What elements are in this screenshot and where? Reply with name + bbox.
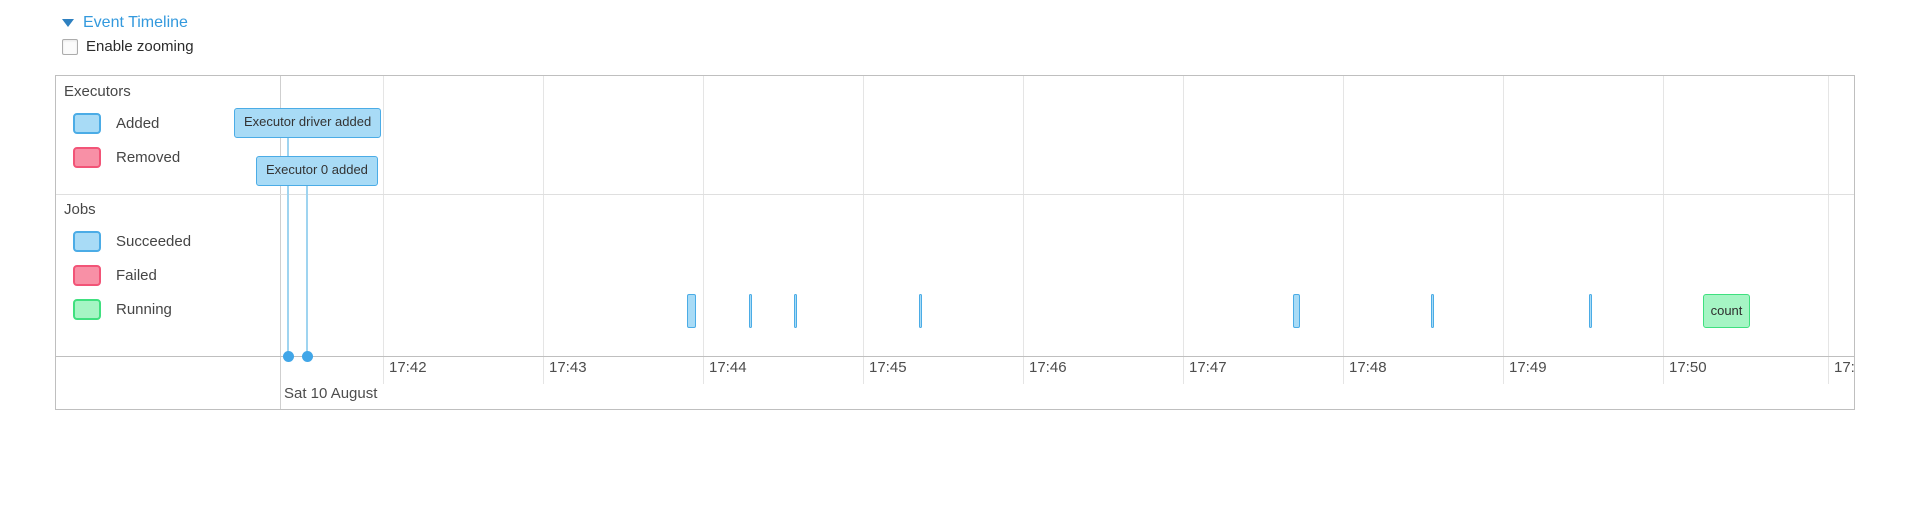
- gridline: [1828, 76, 1829, 384]
- job-item-succeeded[interactable]: [1293, 294, 1300, 328]
- axis-tick-label: 17:50: [1669, 359, 1707, 376]
- legend-item: Succeeded: [56, 224, 280, 258]
- gridline: [1343, 76, 1344, 384]
- axis-tick-label: 17:45: [869, 359, 907, 376]
- event-timeline-header: Event Timeline: [62, 14, 188, 32]
- executor-event-line: [306, 184, 308, 356]
- executor-event-dot: [302, 351, 313, 362]
- enable-zooming-row: Enable zooming: [62, 38, 194, 55]
- legend-label: Running: [116, 300, 172, 318]
- legend-swatch-failed: [73, 264, 101, 286]
- axis-tick-label: 17:46: [1029, 359, 1067, 376]
- axis-tick-label: 17:48: [1349, 359, 1387, 376]
- enable-zooming-checkbox[interactable]: [62, 38, 78, 55]
- gridline: [543, 76, 544, 384]
- gridline: [863, 76, 864, 384]
- legend-label: Removed: [116, 148, 181, 166]
- timeline-container: 17:42 17:43 17:44 17:45 17:46 17:47 17:48 17:49…: [55, 75, 1855, 410]
- gridline: [1663, 76, 1664, 384]
- executor-event-box[interactable]: Executor driver added: [234, 108, 382, 138]
- legend-item: Running: [56, 292, 280, 326]
- legend-item: Added: [56, 106, 280, 140]
- axis-tick-label: 17:44: [709, 359, 747, 376]
- axis-tick-label: 17:47: [1189, 359, 1227, 376]
- legend-label: Added: [116, 114, 160, 132]
- enable-zooming-label: Enable zooming: [86, 38, 194, 55]
- collapse-caret-icon[interactable]: [62, 19, 74, 27]
- lane-divider: [56, 194, 1854, 195]
- legend-group-executors: Executors Added Removed: [56, 76, 280, 194]
- job-item-succeeded[interactable]: [794, 294, 797, 328]
- legend-label: Succeeded: [116, 232, 192, 250]
- group-title: Executors: [64, 83, 131, 100]
- legend-item: Failed: [56, 258, 280, 292]
- axis-tick-label: 17:42: [389, 359, 427, 376]
- job-item-succeeded[interactable]: [919, 294, 922, 328]
- axis-major-label: Sat 10 August: [284, 385, 378, 402]
- gridline: [383, 76, 384, 384]
- gridline: [703, 76, 704, 384]
- gridline: [1023, 76, 1024, 384]
- gridline: [1503, 76, 1504, 384]
- legend-item: Removed: [56, 140, 280, 174]
- job-item-succeeded[interactable]: [1589, 294, 1592, 328]
- axis-tick-label: 17:43: [549, 359, 587, 376]
- job-item-running[interactable]: count: [1703, 294, 1750, 328]
- legend-label: Failed: [116, 266, 157, 284]
- executor-event-box[interactable]: Executor 0 added: [256, 156, 378, 186]
- legend-swatch-added: [73, 112, 101, 134]
- group-title: Jobs: [64, 201, 96, 218]
- event-timeline-toggle[interactable]: Event Timeline: [83, 14, 188, 31]
- axis-tick-label: 17:51: [1834, 359, 1855, 376]
- time-axis-line: [56, 356, 1854, 357]
- legend-swatch-running: [73, 298, 101, 320]
- job-item-succeeded[interactable]: [749, 294, 752, 328]
- executor-event-line: [287, 136, 289, 356]
- gridline: [1183, 76, 1184, 384]
- job-item-succeeded[interactable]: [687, 294, 696, 328]
- axis-tick-label: 17:49: [1509, 359, 1547, 376]
- legend-group-jobs: Jobs Succeeded Failed Running: [56, 194, 280, 326]
- legend-swatch-removed: [73, 146, 101, 168]
- executor-event-dot: [283, 351, 294, 362]
- legend-column: Executors Added Removed Jobs Succeeded Failed…: [56, 76, 280, 409]
- job-item-succeeded[interactable]: [1431, 294, 1434, 328]
- legend-swatch-succeeded: [73, 230, 101, 252]
- legend-column-border: [280, 76, 281, 409]
